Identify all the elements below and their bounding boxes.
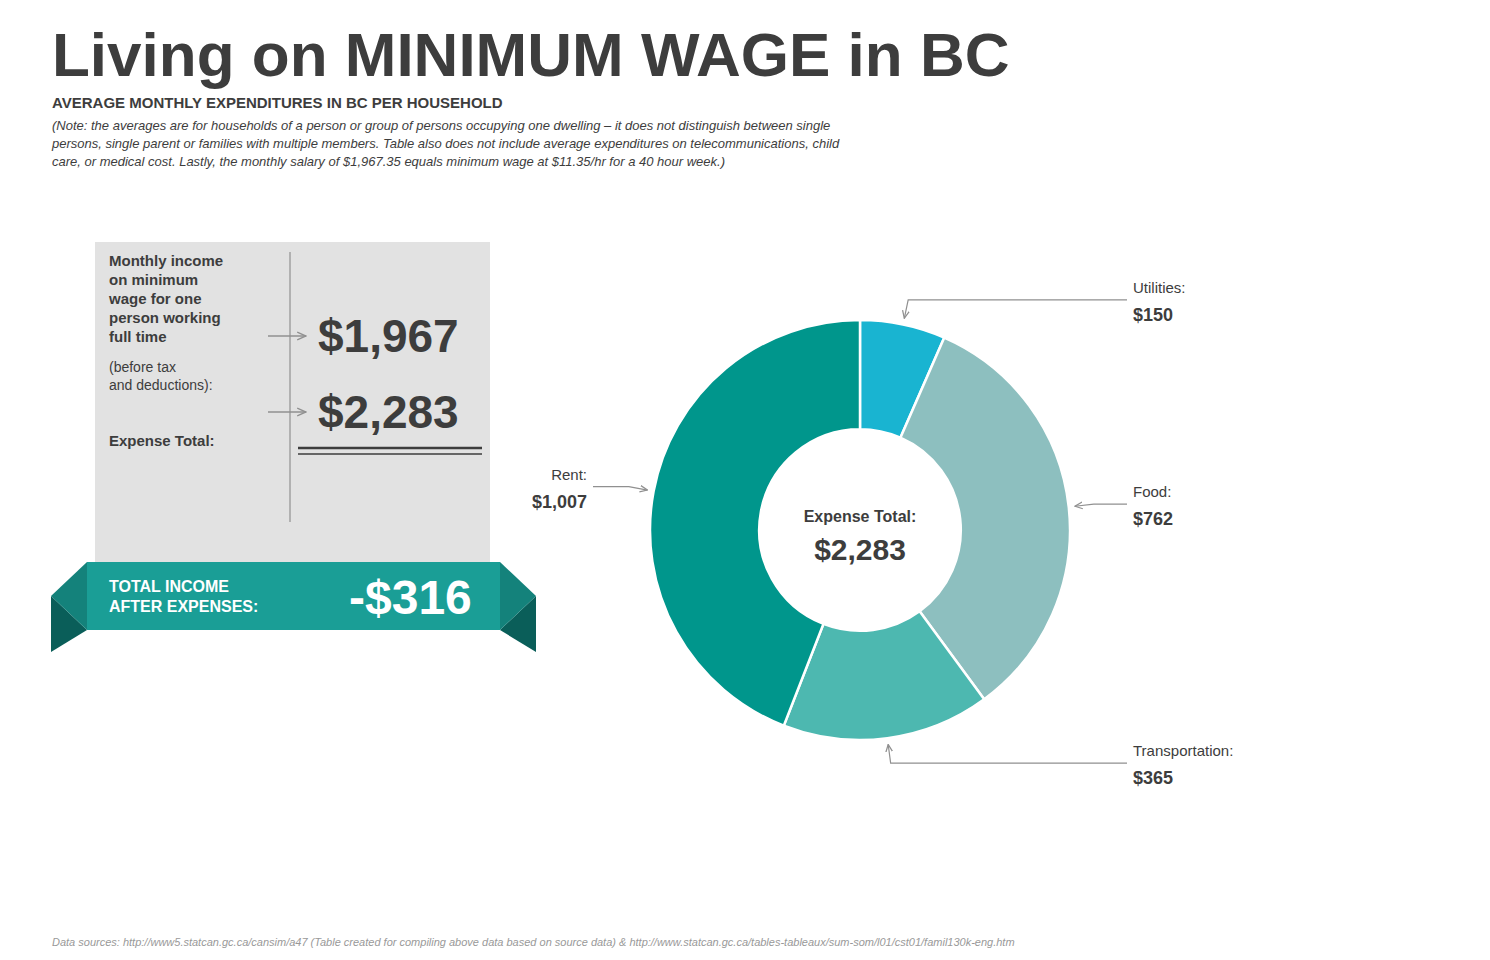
expense-label: Expense Total: xyxy=(109,432,215,449)
income-label: Monthly income on minimum wage for one pers… xyxy=(108,252,223,345)
banner-label-line: TOTAL INCOME xyxy=(109,578,229,595)
slice-category: Transportation: xyxy=(1133,742,1233,759)
banner-value-line: -$316 xyxy=(349,571,472,624)
center-label: Expense Total: xyxy=(804,508,917,525)
expense-value-line: $2,283 xyxy=(318,386,459,438)
leader-line xyxy=(888,744,1127,763)
chart-root: Living on MINIMUM WAGE in BC AVERAGE MONT… xyxy=(0,0,1490,960)
income-label-line: person working xyxy=(109,309,221,326)
data-label: $1,007 xyxy=(532,492,587,512)
banner-label-line: AFTER EXPENSES: xyxy=(109,598,258,615)
data-label: $150 xyxy=(1133,305,1173,325)
income-label-line: Monthly income xyxy=(109,252,223,269)
underline xyxy=(298,453,482,455)
title: Living on MINIMUM WAGE in BC xyxy=(52,20,1009,89)
card-arrow xyxy=(268,335,306,336)
banner-background xyxy=(87,562,500,630)
expense-value: $2,283 xyxy=(318,386,459,438)
income-card: Monthly income on minimum wage for one pers… xyxy=(95,242,490,572)
banner-label: TOTAL INCOME AFTER EXPENSES: xyxy=(109,578,258,615)
leader-line xyxy=(904,300,1127,318)
card-background xyxy=(95,242,490,572)
leader-line xyxy=(1075,504,1127,506)
data-label: $365 xyxy=(1133,768,1173,788)
note-line: (Note: the averages are for households o… xyxy=(52,118,830,133)
slice-category: Utilities: xyxy=(1133,279,1186,296)
slice-labels: Utilities: $150 Food: $762 Transportation: $3… xyxy=(532,279,1233,788)
note-line: persons, single parent or families with … xyxy=(51,136,840,151)
result-banner: TOTAL INCOME AFTER EXPENSES: -$316 xyxy=(51,562,536,652)
banner-notch xyxy=(500,562,536,630)
expense-label-line: Expense Total: xyxy=(109,432,215,449)
source-line: Data sources: http://www5.statcan.gc.ca/… xyxy=(52,936,1015,948)
center-value-line: $2,283 xyxy=(814,533,906,566)
note: persons, single parent or families with … xyxy=(51,136,840,151)
income-note-line: (before tax xyxy=(109,359,176,375)
card-divider xyxy=(289,252,291,522)
donut: Expense Total: $2,283 Utilities: $150 Food: $… xyxy=(532,279,1233,788)
banner-value: -$316 xyxy=(349,571,472,624)
center-label-line: Expense Total: xyxy=(804,508,917,525)
center-value: $2,283 xyxy=(814,533,906,566)
slice-category: Rent: xyxy=(551,466,587,483)
note: (Note: the averages are for households o… xyxy=(52,118,830,133)
card-arrow xyxy=(268,411,306,412)
income-label-line: on minimum xyxy=(109,271,198,288)
slices xyxy=(650,320,1070,740)
leader-line xyxy=(593,487,647,490)
note-line: care, or medical cost. Lastly, the month… xyxy=(52,154,725,169)
income-label-line: full time xyxy=(109,328,167,345)
income-note-line: and deductions): xyxy=(109,377,213,393)
source: Data sources: http://www5.statcan.gc.ca/… xyxy=(52,936,1015,948)
banner-notch xyxy=(51,562,87,630)
income-label-line: wage for one xyxy=(108,290,202,307)
income-value-line: $1,967 xyxy=(318,310,459,362)
underline xyxy=(298,447,482,450)
data-label: $762 xyxy=(1133,509,1173,529)
income-value: $1,967 xyxy=(318,310,459,362)
income-note: (before tax and deductions): xyxy=(109,359,213,393)
note: care, or medical cost. Lastly, the month… xyxy=(52,154,725,169)
subtitle: AVERAGE MONTHLY EXPENDITURES IN BC PER H… xyxy=(52,94,503,111)
slice-category: Food: xyxy=(1133,483,1171,500)
